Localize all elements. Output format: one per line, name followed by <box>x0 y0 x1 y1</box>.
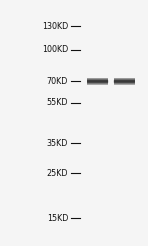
Bar <box>87 84 108 85</box>
Bar <box>114 79 135 80</box>
Text: 70KD: 70KD <box>47 77 68 86</box>
Text: 100KD: 100KD <box>42 45 68 54</box>
Bar <box>114 84 135 85</box>
Bar <box>87 83 108 84</box>
Bar <box>114 82 135 83</box>
Bar <box>114 80 135 81</box>
Text: 55KD: 55KD <box>47 98 68 108</box>
Bar <box>87 78 108 79</box>
Bar <box>87 79 108 80</box>
Text: 35KD: 35KD <box>47 138 68 148</box>
Text: 25KD: 25KD <box>47 169 68 178</box>
Bar <box>114 83 135 84</box>
Text: 130KD: 130KD <box>42 22 68 31</box>
Bar <box>114 78 135 79</box>
FancyBboxPatch shape <box>114 80 135 83</box>
Bar <box>87 82 108 83</box>
Bar <box>87 80 108 81</box>
FancyBboxPatch shape <box>87 80 108 83</box>
Bar <box>87 81 108 82</box>
Bar <box>114 81 135 82</box>
Text: 15KD: 15KD <box>47 214 68 223</box>
